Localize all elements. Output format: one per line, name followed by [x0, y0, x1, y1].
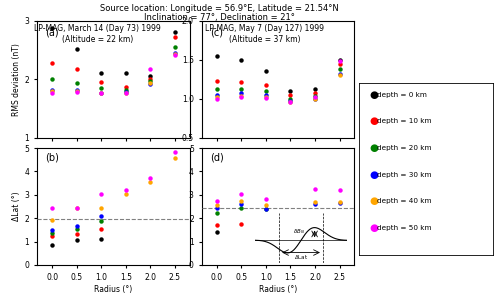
- Text: Inclination = 77°, Declination = 21°: Inclination = 77°, Declination = 21°: [144, 13, 295, 22]
- X-axis label: Radius (°): Radius (°): [259, 285, 297, 294]
- Text: ●: ●: [369, 116, 378, 126]
- Text: ●: ●: [369, 90, 378, 100]
- Text: depth = 10 km: depth = 10 km: [377, 118, 431, 124]
- Text: ●: ●: [369, 196, 378, 206]
- Text: (d): (d): [210, 153, 224, 163]
- Y-axis label: RMS deviation (nT): RMS deviation (nT): [12, 43, 21, 116]
- Text: ●: ●: [369, 223, 378, 233]
- Text: (b): (b): [45, 153, 59, 163]
- X-axis label: Radius (°): Radius (°): [94, 285, 133, 294]
- Text: ●: ●: [369, 170, 378, 180]
- Text: depth = 20 km: depth = 20 km: [377, 145, 431, 151]
- Text: LP-MAG, May 7 (Day 127) 1999
(Altitude = 37 km): LP-MAG, May 7 (Day 127) 1999 (Altitude =…: [205, 24, 324, 44]
- Text: depth = 30 km: depth = 30 km: [377, 172, 431, 178]
- Text: (a): (a): [45, 28, 59, 38]
- Y-axis label: ΔLat (°): ΔLat (°): [12, 192, 21, 221]
- Text: depth = 0 km: depth = 0 km: [377, 92, 427, 98]
- Text: Source location: Longitude = 56.9°E, Latitude = 21.54°N: Source location: Longitude = 56.9°E, Lat…: [100, 4, 339, 13]
- Text: ●: ●: [369, 143, 378, 153]
- Text: depth = 50 km: depth = 50 km: [377, 225, 431, 231]
- Text: depth = 40 km: depth = 40 km: [377, 198, 431, 204]
- Text: LP-MAG, March 14 (Day 73) 1999
(Altitude = 22 km): LP-MAG, March 14 (Day 73) 1999 (Altitude…: [34, 24, 161, 44]
- Text: (c): (c): [210, 28, 223, 38]
